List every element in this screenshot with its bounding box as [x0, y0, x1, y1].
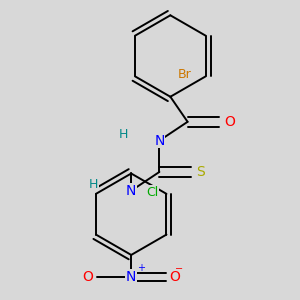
- Text: O: O: [82, 270, 93, 284]
- Text: H: H: [119, 128, 128, 141]
- Text: −: −: [175, 264, 183, 274]
- Text: S: S: [196, 165, 205, 179]
- Text: N: N: [126, 270, 136, 284]
- Text: +: +: [136, 263, 145, 273]
- Text: H: H: [89, 178, 98, 191]
- Text: N: N: [154, 134, 165, 148]
- Text: Br: Br: [178, 68, 191, 81]
- Text: N: N: [126, 184, 136, 198]
- Text: Cl: Cl: [146, 186, 159, 199]
- Text: O: O: [169, 270, 180, 284]
- Text: O: O: [225, 115, 236, 129]
